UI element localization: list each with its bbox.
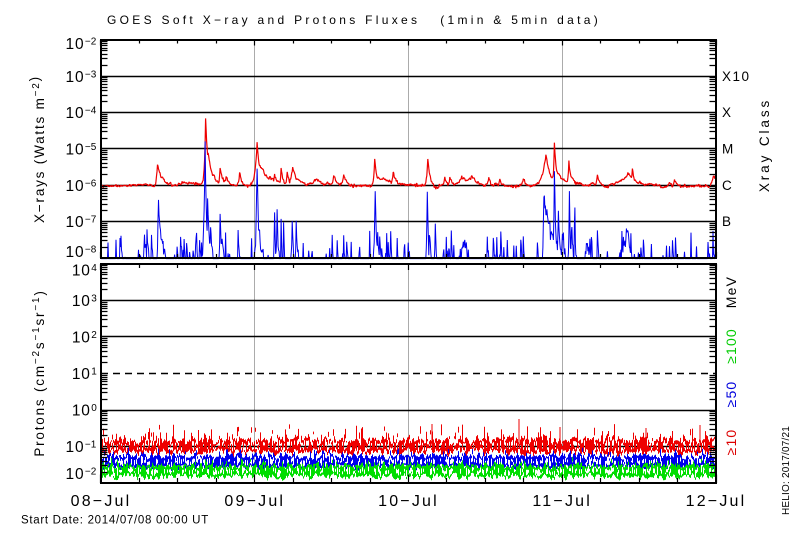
svg-text:≥50: ≥50 [723, 381, 739, 408]
svg-text:≥10: ≥10 [723, 429, 739, 456]
svg-text:−2: −2 [85, 467, 97, 478]
svg-text:−5: −5 [85, 142, 97, 153]
svg-text:X10: X10 [722, 69, 751, 84]
svg-text:0: 0 [91, 403, 97, 414]
svg-text:10: 10 [66, 214, 85, 231]
svg-text:≥100: ≥100 [723, 328, 739, 364]
svg-text:B: B [722, 214, 733, 229]
svg-text:−7: −7 [85, 215, 97, 226]
svg-text:10: 10 [72, 366, 91, 383]
svg-text:3: 3 [91, 294, 97, 305]
svg-text:−4: −4 [85, 106, 97, 117]
svg-text:10: 10 [66, 439, 85, 456]
svg-text:08−Jul: 08−Jul [71, 493, 132, 510]
svg-text:10: 10 [66, 36, 85, 53]
svg-text:Start Date: 2014/07/08 00:00 U: Start Date: 2014/07/08 00:00 UT [21, 515, 209, 527]
svg-text:10: 10 [66, 178, 85, 195]
svg-text:10: 10 [66, 466, 85, 483]
svg-text:MeV: MeV [723, 276, 739, 308]
svg-text:10: 10 [72, 263, 91, 280]
svg-text:HELIO: 2017/07/21: HELIO: 2017/07/21 [781, 426, 792, 515]
svg-text:10: 10 [72, 330, 91, 347]
svg-text:−8: −8 [85, 245, 97, 256]
svg-text:GOES Soft X−ray and Protons Fl: GOES Soft X−ray and Protons Fluxes (1min… [107, 13, 601, 27]
svg-text:X−rays (Watts m−2): X−rays (Watts m−2) [27, 75, 47, 223]
svg-text:−1: −1 [85, 440, 97, 451]
svg-text:10: 10 [72, 293, 91, 310]
svg-text:2: 2 [91, 330, 97, 341]
svg-text:C: C [722, 178, 733, 193]
svg-text:−2: −2 [85, 37, 97, 48]
svg-text:10: 10 [66, 69, 85, 86]
svg-text:09−Jul: 09−Jul [224, 493, 285, 510]
svg-text:4: 4 [91, 263, 97, 274]
svg-text:X: X [722, 105, 733, 120]
svg-text:10: 10 [66, 105, 85, 122]
svg-text:Xray Class: Xray Class [757, 98, 772, 192]
svg-text:10: 10 [66, 142, 85, 159]
svg-text:Protons (cm−2s−1sr−1): Protons (cm−2s−1sr−1) [31, 289, 47, 456]
svg-text:1: 1 [91, 367, 97, 378]
svg-text:−6: −6 [85, 178, 97, 189]
svg-text:10−Jul: 10−Jul [378, 493, 439, 510]
svg-text:12−Jul: 12−Jul [686, 493, 747, 510]
svg-text:−3: −3 [85, 69, 97, 80]
svg-text:10: 10 [66, 244, 85, 261]
svg-text:11−Jul: 11−Jul [532, 493, 592, 510]
svg-text:10: 10 [72, 403, 91, 420]
svg-text:M: M [722, 142, 735, 157]
